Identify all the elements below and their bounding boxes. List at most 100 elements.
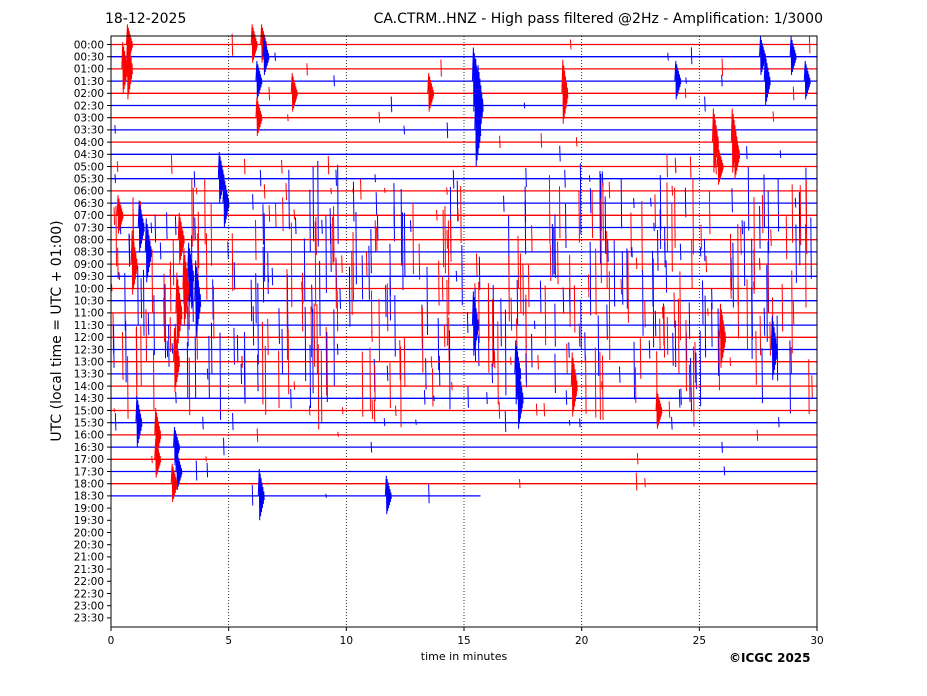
noise-spike [175,391,177,404]
noise-spike [153,295,155,356]
noise-spike [257,354,259,392]
noise-spike [262,246,265,303]
noise-spike [579,163,582,235]
noise-spike [450,219,452,262]
noise-spike [477,335,480,367]
noise-spike [510,357,512,365]
y-tick-label: 05:00 [74,161,104,173]
noise-spike [810,217,812,279]
noise-spike [113,408,116,413]
x-tick-label: 0 [108,635,115,647]
noise-spike [589,241,592,316]
noise-spike [808,359,810,415]
seismic-event-47 [175,451,183,490]
noise-spike [677,298,680,374]
noise-spike [370,229,372,274]
noise-spike [446,187,448,195]
noise-spike [116,161,119,172]
noise-spike [263,213,266,282]
noise-spike [251,484,254,506]
noise-spike [186,342,189,400]
seismic-event-28 [177,212,185,265]
noise-spike [426,266,429,335]
noise-spike [171,343,174,354]
noise-spike [241,356,243,368]
noise-spike [631,247,633,258]
noise-spike [551,224,554,276]
noise-spike [365,251,368,276]
noise-spike [707,308,709,316]
noise-spike [421,307,424,373]
noise-spike [135,328,138,399]
noise-spike [145,309,148,362]
seismic-event-14 [427,73,435,112]
noise-spike [688,302,691,340]
noise-spike [315,216,317,256]
y-tick-label: 10:30 [74,296,104,308]
y-tick-label: 20:00 [74,527,104,539]
y-tick-label: 15:30 [74,418,104,430]
noise-spike [169,317,172,352]
noise-spike [717,308,720,377]
noise-spike [250,279,253,322]
noise-spike [370,441,373,453]
noise-spike [540,133,543,148]
noise-spike [756,429,759,441]
noise-spike [240,363,243,385]
noise-spike [772,111,775,122]
noise-spike [553,228,555,275]
noise-spike [644,478,646,488]
noise-spike [385,285,387,318]
noise-spike [608,181,611,199]
noise-spike [805,179,808,255]
noise-spike [140,278,143,319]
noise-spike [312,166,315,242]
noise-spike [301,284,304,332]
y-tick-label: 12:00 [74,332,104,344]
y-tick-label: 13:30 [74,369,104,381]
noise-spike [575,137,578,147]
noise-spike [415,419,417,425]
noise-spike [371,330,373,342]
noise-spike [626,277,629,298]
noise-spike [587,274,590,298]
seismic-event-40 [570,352,578,417]
noise-spike [606,231,608,288]
noise-spike [383,418,386,427]
seismic-event-10 [674,60,682,100]
noise-spike [492,284,495,364]
y-tick-label: 08:00 [74,235,104,247]
seismic-event-48 [170,463,178,503]
y-axis-label: UTC (local time = UTC + 01:00) [49,220,65,442]
noise-spike [194,336,197,399]
noise-spike [711,302,713,347]
noise-spike [525,168,527,188]
noise-spike [785,216,788,260]
noise-spike [578,323,581,347]
y-tick-label: 01:00 [74,64,104,76]
noise-spike [641,200,643,272]
y-tick-label: 16:30 [74,442,104,454]
noise-spike [281,328,284,374]
noise-spike [114,125,116,134]
seismic-event-38 [173,328,180,393]
noise-spike [303,238,306,302]
noise-spike [692,178,694,255]
noise-spike [188,357,191,416]
noise-spike [212,286,215,339]
noise-spike [332,206,335,262]
noise-spike [150,222,153,234]
noise-spike [309,189,311,253]
noise-spike [674,160,677,172]
noise-spike [517,235,519,289]
noise-spike [337,431,339,437]
seismic-event-15 [561,59,569,124]
noise-spike [761,348,763,404]
noise-spike [368,245,370,300]
noise-spike [703,238,706,262]
noise-spike [335,169,337,186]
y-tick-label: 14:00 [74,381,104,393]
noise-spike [336,343,339,355]
noise-spike [290,389,292,409]
noise-spike [236,334,239,363]
